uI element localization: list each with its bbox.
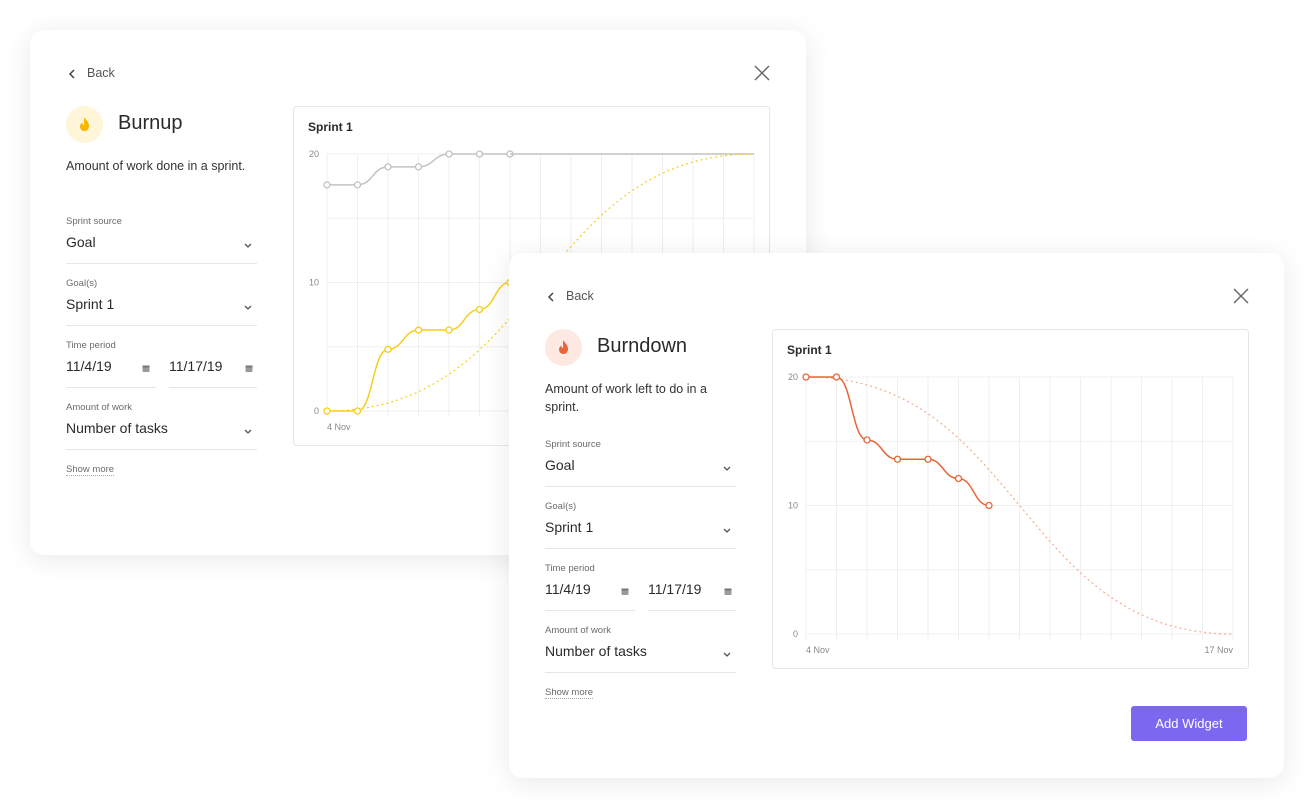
dropdown-value[interactable]: Sprint 1 <box>545 519 594 535</box>
dropdown-value[interactable]: Number of tasks <box>66 420 168 436</box>
show-more-link[interactable]: Show more <box>545 687 594 699</box>
field-underline <box>648 610 736 611</box>
field-underline <box>545 486 736 487</box>
close-icon[interactable] <box>754 65 770 81</box>
calendar-icon[interactable] <box>724 587 732 596</box>
chart-title: Sprint 1 <box>308 120 353 134</box>
field-label: Sprint source <box>545 439 601 450</box>
point-marker <box>414 326 423 334</box>
widget-icon <box>66 106 103 143</box>
widget-icon <box>545 329 582 366</box>
field-underline <box>169 387 257 388</box>
field-underline <box>66 449 257 450</box>
widget-title: Burnup <box>118 112 183 134</box>
date-end[interactable]: 11/17/19 <box>169 358 223 374</box>
point-marker <box>353 407 362 415</box>
card: Back Burndown Amount of work left to do in… <box>509 253 1284 778</box>
point-marker <box>863 436 871 444</box>
field-underline <box>545 548 736 549</box>
point-marker <box>802 373 810 381</box>
y-tick-label: 20 <box>788 372 798 382</box>
widget-description: Amount of work left to do in a sprint. <box>545 382 707 414</box>
chart-title: Sprint 1 <box>787 343 832 357</box>
point-marker <box>475 150 484 158</box>
chart-frame <box>772 329 1249 669</box>
point-marker <box>832 373 841 381</box>
back-link[interactable]: Back <box>87 66 115 80</box>
dropdown-value[interactable]: Number of tasks <box>545 643 647 659</box>
show-more-link[interactable]: Show more <box>66 464 115 476</box>
ideal-line <box>326 153 755 412</box>
dropdown-value[interactable]: Goal <box>545 457 575 473</box>
field-label: Time period <box>66 340 116 351</box>
y-tick-label: 10 <box>309 278 319 288</box>
point-marker <box>475 305 484 314</box>
x-tick-label: 17 Nov <box>1204 645 1233 655</box>
field-underline <box>545 672 736 673</box>
point-marker <box>384 345 392 353</box>
y-tick-label: 0 <box>793 629 798 639</box>
back-link[interactable]: Back <box>566 289 594 303</box>
dropdown-chevron[interactable] <box>244 240 252 249</box>
field-underline <box>545 610 635 611</box>
date-end[interactable]: 11/17/19 <box>648 581 702 597</box>
dropdown-chevron[interactable] <box>723 649 731 658</box>
date-start[interactable]: 11/4/19 <box>545 581 591 597</box>
point-marker <box>323 407 331 415</box>
x-tick-label: 4 Nov <box>327 422 351 432</box>
dropdown-chevron[interactable] <box>723 525 731 534</box>
chart: Sprint 1 0 10 20 4 Nov 17 Nov <box>772 329 1249 669</box>
dropdown-value[interactable]: Goal <box>66 234 96 250</box>
widget-title: Burndown <box>597 335 688 357</box>
field-underline <box>66 263 257 264</box>
dropdown-chevron[interactable] <box>723 463 731 472</box>
point-marker <box>323 181 331 189</box>
field-underline <box>66 325 257 326</box>
add-widget-button[interactable]: Add Widget <box>1131 706 1247 741</box>
field-label: Time period <box>545 563 595 574</box>
date-start[interactable]: 11/4/19 <box>66 358 112 374</box>
y-tick-label: 10 <box>788 501 798 511</box>
back-icon[interactable] <box>68 69 76 79</box>
field-label: Sprint source <box>66 216 122 227</box>
close-icon[interactable] <box>1233 288 1249 304</box>
dropdown-chevron[interactable] <box>244 426 252 435</box>
point-marker <box>353 181 362 189</box>
point-marker <box>445 326 453 334</box>
field-label: Goal(s) <box>545 501 577 512</box>
calendar-icon[interactable] <box>142 364 150 373</box>
point-marker <box>384 163 392 171</box>
field-label: Amount of work <box>66 402 132 413</box>
point-marker <box>414 163 423 171</box>
field-label: Amount of work <box>545 625 611 636</box>
dropdown-chevron[interactable] <box>244 302 252 311</box>
point-marker <box>893 455 902 463</box>
ideal-line <box>805 376 1234 635</box>
field-label: Goal(s) <box>66 278 98 289</box>
calendar-icon[interactable] <box>245 364 253 373</box>
point-marker <box>924 455 932 463</box>
widget-description: Amount of work done in a sprint. <box>66 159 246 173</box>
y-tick-label: 20 <box>309 149 319 159</box>
calendar-icon[interactable] <box>621 587 629 596</box>
dropdown-value[interactable]: Sprint 1 <box>66 296 115 312</box>
point-marker <box>985 501 993 510</box>
y-tick-label: 0 <box>314 406 319 416</box>
point-marker <box>954 474 963 483</box>
back-icon[interactable] <box>547 292 555 302</box>
point-marker <box>445 150 453 158</box>
field-underline <box>66 387 156 388</box>
x-tick-label: 4 Nov <box>806 645 830 655</box>
